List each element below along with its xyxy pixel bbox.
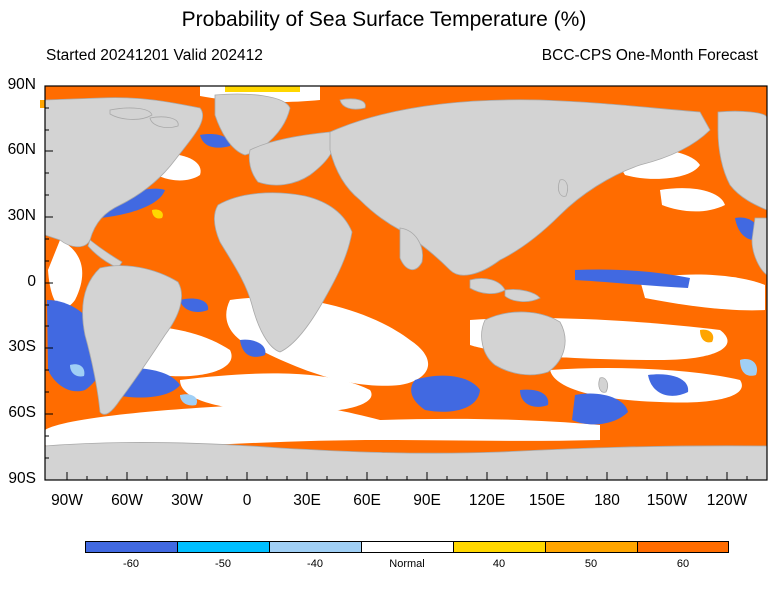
colorbar-cell-50 <box>545 541 638 553</box>
lon-label-30e: 30E <box>293 492 321 509</box>
lat-label-30s: 30S <box>8 338 36 355</box>
lat-label-90s: 90S <box>8 470 36 487</box>
weak-cold-regions <box>70 359 758 406</box>
lon-label-90e: 90E <box>413 492 441 509</box>
lat-label-60n: 60N <box>7 141 36 158</box>
colorbar-label-neg50: -50 <box>215 558 231 570</box>
colorbar-label-50: 50 <box>584 558 598 570</box>
colorbar-cell-neg60 <box>85 541 178 553</box>
lon-label-120w: 120W <box>706 492 748 509</box>
map-title: Probability of Sea Surface Temperature (… <box>181 8 587 31</box>
lon-label-30w: 30W <box>171 492 203 509</box>
forecast-dates: Started 20241201 Valid 202412 <box>46 47 263 64</box>
lat-label-90n: 90N <box>7 76 36 93</box>
lat-label-30n: 30N <box>7 207 36 224</box>
weak-warm-regions <box>152 86 300 219</box>
colorbar-label-neg40: -40 <box>307 558 323 570</box>
lat-label-equator: 0 <box>27 273 36 290</box>
colorbar-label-normal: Normal <box>389 558 425 570</box>
colorbar-label-40: 40 <box>492 558 506 570</box>
colorbar-label-60: 60 <box>676 558 690 570</box>
forecast-model: BCC-CPS One-Month Forecast <box>541 47 758 64</box>
land-masses <box>44 93 768 481</box>
lon-label-120e: 120E <box>468 492 506 509</box>
lon-label-150e: 150E <box>528 492 566 509</box>
lon-label-0: 0 <box>242 492 252 509</box>
lon-label-60w: 60W <box>111 492 143 509</box>
colorbar-cell-neg50 <box>177 541 270 553</box>
lon-label-60e: 60E <box>353 492 381 509</box>
colorbar-label-neg60: -60 <box>123 558 139 570</box>
colorbar-cell-neg40 <box>269 541 362 553</box>
lon-label-150w: 150W <box>646 492 688 509</box>
lon-label-180: 180 <box>594 492 620 509</box>
axis-ticks <box>45 85 748 481</box>
lon-label-90w: 90W <box>51 492 83 509</box>
colorbar-cell-40 <box>453 541 546 553</box>
lat-label-60s: 60S <box>8 404 36 421</box>
colorbar-cell-normal <box>361 541 454 553</box>
colorbar-cell-60 <box>637 541 729 553</box>
